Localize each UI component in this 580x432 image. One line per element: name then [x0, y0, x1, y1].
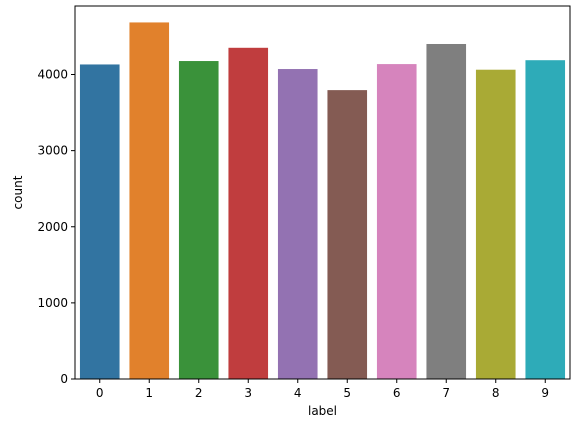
bar-9: [525, 60, 566, 379]
x-tick-label-8: 8: [492, 386, 500, 400]
y-axis-label: count: [11, 175, 25, 209]
x-tick-label-5: 5: [343, 386, 351, 400]
x-axis-ticks: 0 1 2 3 4 5 6 7 8 9: [96, 379, 549, 400]
x-tick-label-6: 6: [393, 386, 401, 400]
x-tick-label-9: 9: [541, 386, 549, 400]
plot-frame: [74, 5, 571, 380]
x-tick-label-7: 7: [442, 386, 450, 400]
bar-4: [277, 69, 318, 379]
x-tick-label-3: 3: [244, 386, 252, 400]
y-tick-label-2000: 2000: [37, 220, 68, 234]
bar-0: [79, 64, 120, 380]
x-axis-label: label: [308, 404, 337, 418]
bar-8: [475, 69, 516, 380]
y-tick-label-0: 0: [60, 372, 68, 386]
bar-1: [129, 22, 170, 379]
x-tick-label-1: 1: [145, 386, 153, 400]
bars-group: [79, 22, 566, 380]
y-axis-ticks: 0 1000 2000 3000 4000: [37, 68, 75, 386]
bar-5: [327, 90, 368, 380]
bar-6: [376, 64, 417, 379]
bar-3: [228, 47, 269, 379]
bar-7: [426, 43, 467, 380]
bar-2: [178, 61, 219, 379]
x-tick-label-4: 4: [294, 386, 302, 400]
y-tick-label-4000: 4000: [37, 68, 68, 82]
x-tick-label-0: 0: [96, 386, 104, 400]
y-tick-label-1000: 1000: [37, 296, 68, 310]
y-tick-label-3000: 3000: [37, 144, 68, 158]
x-tick-label-2: 2: [195, 386, 203, 400]
